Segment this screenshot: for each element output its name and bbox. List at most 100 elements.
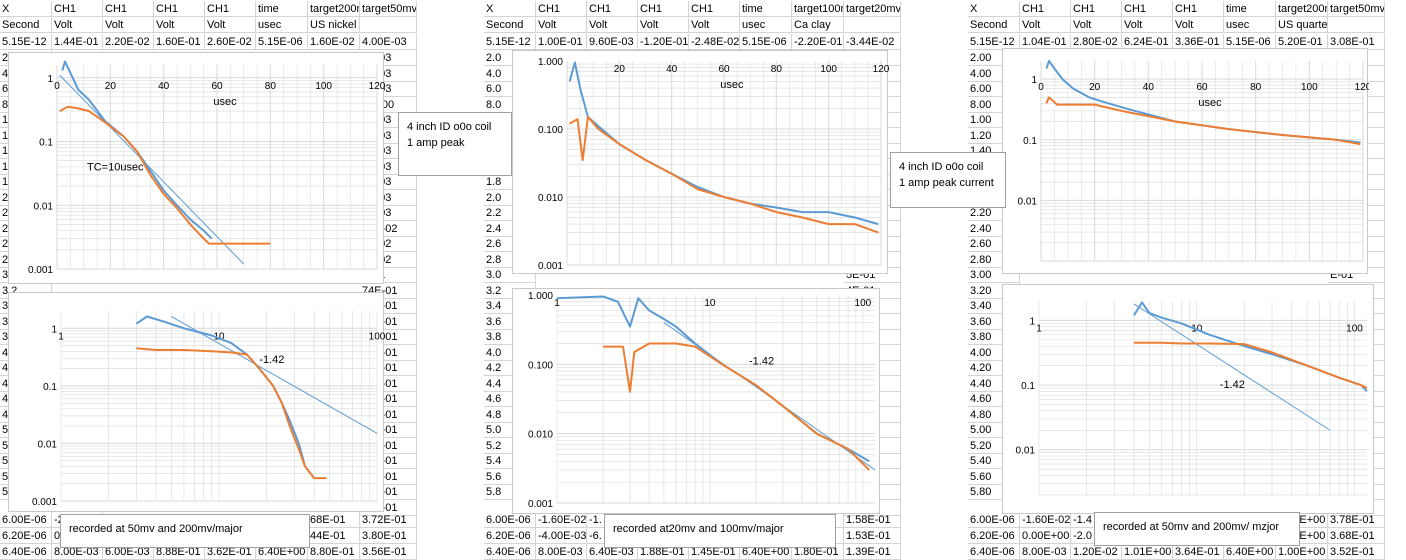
data-cell[interactable]: -4.00E-03: [536, 528, 587, 544]
header-cell[interactable]: time: [1224, 1, 1276, 17]
header-cell[interactable]: CH1: [536, 1, 587, 17]
header-cell[interactable]: Volt: [1173, 17, 1224, 33]
data-cell[interactable]: -3.44E-02: [844, 34, 901, 50]
text-box-note[interactable]: recorded at 50mv and 200mv/ mzjor: [1094, 512, 1300, 546]
data-cell[interactable]: 8.00E-03: [1020, 544, 1071, 560]
header-cell[interactable]: Second: [968, 17, 1020, 33]
data-cell[interactable]: 6.00E-06: [484, 512, 536, 528]
header-cell[interactable]: target50mv: [1328, 1, 1385, 17]
header-cell[interactable]: Ca clay: [792, 17, 844, 33]
header-cell[interactable]: Second: [0, 17, 52, 33]
data-cell[interactable]: 3.78E-01: [1328, 512, 1385, 528]
data-cell[interactable]: 6.20E-06: [0, 528, 52, 544]
header-cell[interactable]: Volt: [205, 17, 256, 33]
header-cell[interactable]: Volt: [638, 17, 689, 33]
data-cell[interactable]: 9.60E-03: [587, 34, 638, 50]
data-cell[interactable]: 3.56E-01: [360, 544, 417, 560]
header-cell[interactable]: [360, 17, 417, 33]
header-cell[interactable]: [844, 17, 901, 33]
header-cell[interactable]: CH1: [154, 1, 205, 17]
header-cell[interactable]: target50mv: [360, 1, 417, 17]
data-cell[interactable]: 3.64E-01: [1173, 544, 1224, 560]
header-cell[interactable]: Second: [484, 17, 536, 33]
data-cell[interactable]: 8.80E-01: [308, 544, 360, 560]
header-cell[interactable]: US nickel: [308, 17, 360, 33]
header-cell[interactable]: usec: [256, 17, 308, 33]
header-cell[interactable]: X: [0, 1, 52, 17]
data-cell[interactable]: 3.80E-01: [360, 528, 417, 544]
data-cell[interactable]: 6.40E+00: [1224, 544, 1276, 560]
chart-top-right[interactable]: 1 0.1 0.01 0 20 40 60 80 100 120 usec: [1002, 48, 1369, 274]
chart-top-left[interactable]: 1 0.1 0.01 0.001 0 20 40 60 80 100 120 usec TC=10use…: [8, 52, 385, 284]
data-cell[interactable]: -2.48E-02: [689, 34, 740, 50]
header-cell[interactable]: Volt: [1020, 17, 1071, 33]
header-cell[interactable]: target100mv: [792, 1, 844, 17]
header-cell[interactable]: Volt: [52, 17, 103, 33]
chart-bottom-right[interactable]: 1 0.1 0.01 1 10 100 -1.42: [1002, 284, 1374, 514]
data-cell[interactable]: -1.60E-02: [1020, 512, 1071, 528]
data-cell[interactable]: 5.15E-12: [968, 34, 1020, 50]
data-cell[interactable]: 1.00E-01: [536, 34, 587, 50]
header-cell[interactable]: CH1: [689, 1, 740, 17]
data-cell[interactable]: 5.15E-12: [0, 34, 52, 50]
data-cell[interactable]: -2.20E-01: [792, 34, 844, 50]
data-cell[interactable]: 5.15E-06: [740, 34, 792, 50]
header-cell[interactable]: Volt: [689, 17, 740, 33]
header-cell[interactable]: CH1: [1173, 1, 1224, 17]
data-cell[interactable]: 6.00E-06: [0, 512, 52, 528]
data-cell[interactable]: 6.00E-06: [968, 512, 1020, 528]
header-cell[interactable]: CH1: [638, 1, 689, 17]
header-cell[interactable]: usec: [740, 17, 792, 33]
data-cell[interactable]: 0.00E+00: [1020, 528, 1071, 544]
header-cell[interactable]: CH1: [1071, 1, 1122, 17]
text-box-note[interactable]: recorded at20mv and 100mv/major: [604, 514, 836, 548]
header-cell[interactable]: time: [740, 1, 792, 17]
data-cell[interactable]: 6.40E-06: [968, 544, 1020, 560]
header-cell[interactable]: CH1: [205, 1, 256, 17]
header-cell[interactable]: Volt: [587, 17, 638, 33]
data-cell[interactable]: 3.00: [968, 267, 1020, 283]
header-cell[interactable]: target200mv: [1276, 1, 1328, 17]
data-cell[interactable]: 5.15E-06: [256, 34, 308, 50]
text-box-note[interactable]: recorded at 50mv and 200mv/major: [60, 514, 310, 548]
data-cell[interactable]: 1.01E+00: [1122, 544, 1173, 560]
header-cell[interactable]: target20mv: [844, 1, 901, 17]
data-cell[interactable]: 3.52E-01: [1328, 544, 1385, 560]
header-cell[interactable]: CH1: [1122, 1, 1173, 17]
header-cell[interactable]: X: [484, 1, 536, 17]
header-cell[interactable]: time: [256, 1, 308, 17]
data-cell[interactable]: 3.72E-01: [360, 512, 417, 528]
data-cell[interactable]: 6.40E-06: [0, 544, 52, 560]
data-cell[interactable]: 2.60E-02: [205, 34, 256, 50]
header-cell[interactable]: target200mv: [308, 1, 360, 17]
header-cell[interactable]: Volt: [536, 17, 587, 33]
chart-bottom-middle[interactable]: 1.000 0.100 0.010 0.001 1 10 100 -1.42: [512, 288, 880, 514]
data-cell[interactable]: 1.60E-02: [308, 34, 360, 50]
header-cell[interactable]: Volt: [154, 17, 205, 33]
data-cell[interactable]: 4.00E-03: [360, 34, 417, 50]
data-cell[interactable]: 3.68E-01: [1328, 528, 1385, 544]
data-cell[interactable]: 1.53E-01: [844, 528, 901, 544]
data-cell[interactable]: 6.20E-06: [484, 528, 536, 544]
data-cell[interactable]: 1.44E-01: [52, 34, 103, 50]
data-cell[interactable]: 1.00E+00: [1276, 544, 1328, 560]
data-cell[interactable]: 2.20E-02: [103, 34, 154, 50]
header-cell[interactable]: CH1: [1020, 1, 1071, 17]
header-cell[interactable]: US quarter: [1276, 17, 1328, 33]
data-cell[interactable]: 5.15E-12: [484, 34, 536, 50]
header-cell[interactable]: usec: [1224, 17, 1276, 33]
data-cell[interactable]: -1.60E-02: [536, 512, 587, 528]
chart-top-middle[interactable]: 1.000 0.100 0.010 0.001 20 40 60 80 100 120 usec: [512, 50, 889, 274]
header-cell[interactable]: X: [968, 1, 1020, 17]
data-cell[interactable]: 3.0: [484, 267, 536, 283]
chart-bottom-left[interactable]: 1 0.1 0.01 0.001 1 10 100 -1.42: [8, 292, 385, 512]
data-cell[interactable]: 68E-01: [308, 512, 360, 528]
header-cell[interactable]: Volt: [1122, 17, 1173, 33]
header-cell[interactable]: Volt: [103, 17, 154, 33]
text-box-note[interactable]: 4 inch ID o0o coil 1 amp peak current: [890, 152, 1006, 208]
data-cell[interactable]: 1.60E-01: [154, 34, 205, 50]
header-cell[interactable]: [1328, 17, 1385, 33]
data-cell[interactable]: 44E-01: [308, 528, 360, 544]
data-cell[interactable]: 6.40E-06: [484, 544, 536, 560]
